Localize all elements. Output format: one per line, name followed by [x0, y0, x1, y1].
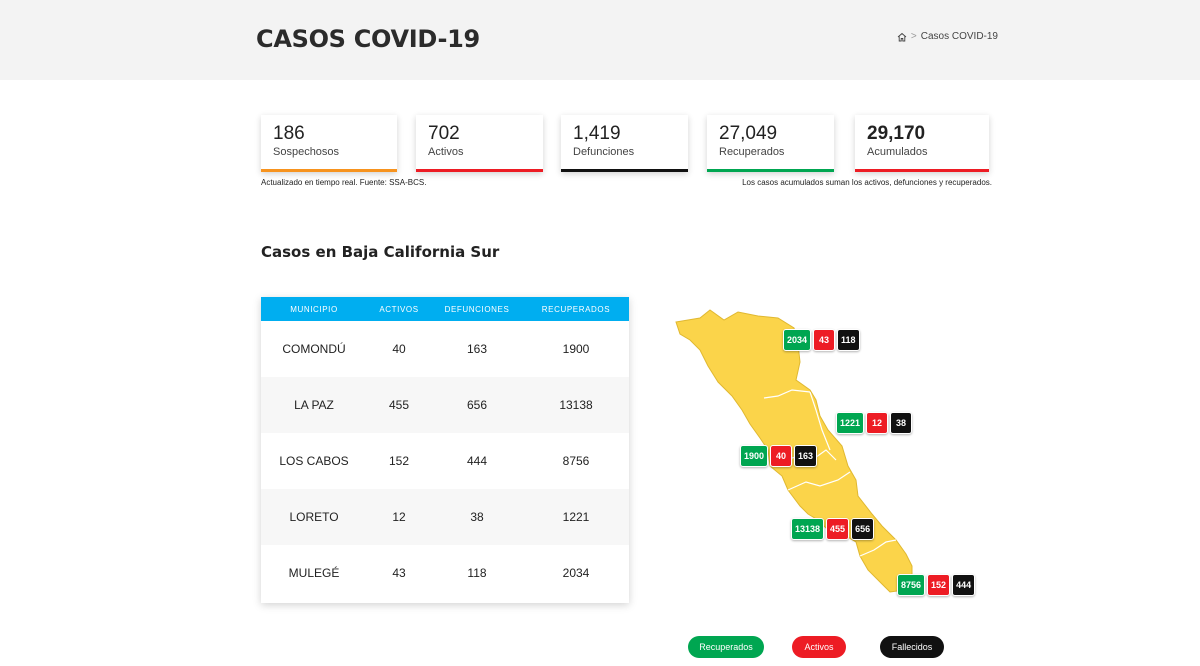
card-bar [707, 169, 834, 172]
card-label: Activos [428, 146, 464, 158]
card-label: Recuperados [719, 146, 785, 158]
badge-fallecidos: 656 [851, 518, 875, 540]
badge-activos: 455 [826, 518, 850, 540]
accumulated-note: Los casos acumulados suman los activos, … [742, 178, 992, 187]
cell-municipio: LOS CABOS [279, 454, 349, 468]
page-header: CASOS COVID-19 > Casos COVID-19 [0, 0, 1200, 80]
legend-activos: Activos [792, 636, 846, 658]
card-defunciones: 1,419 Defunciones [561, 115, 688, 172]
summary-cards: 186 Sospechosos 702 Activos 1,419 Defunc… [261, 115, 989, 172]
cell-defunciones: 444 [466, 454, 488, 468]
badge-recuperados: 8756 [897, 574, 926, 596]
card-sospechosos: 186 Sospechosos [261, 115, 397, 172]
column-header-activos: ACTIVOS [367, 297, 431, 321]
card-bar [416, 169, 543, 172]
breadcrumb-separator: > [910, 31, 917, 42]
card-value: 186 [273, 123, 305, 144]
card-recuperados: 27,049 Recuperados [707, 115, 834, 172]
card-value: 702 [428, 123, 460, 144]
page-title: CASOS COVID-19 [256, 25, 480, 53]
cell-municipio: MULEGÉ [288, 566, 340, 580]
cell-defunciones: 163 [466, 342, 488, 356]
cell-activos: 43 [392, 566, 406, 580]
badge-activos: 152 [927, 574, 951, 596]
card-label: Sospechosos [273, 146, 340, 158]
cell-activos: 455 [367, 377, 431, 433]
card-label: Defunciones [573, 146, 635, 158]
card-bar [561, 169, 688, 172]
badge-recuperados: 1221 [836, 412, 865, 434]
source-note: Actualizado en tiempo real. Fuente: SSA-… [261, 178, 427, 187]
table-row: COMONDÚ 40 163 1900 [261, 321, 629, 377]
cell-recuperados: 13138 [523, 377, 629, 433]
card-value: 1,419 [573, 123, 621, 144]
breadcrumb: > Casos COVID-19 [897, 31, 998, 42]
bcs-map: 2034 43 118 1221 12 38 1900 40 163 13138… [660, 300, 990, 610]
column-header-municipio: MUNICIPIO [261, 297, 367, 321]
cell-recuperados: 1221 [523, 489, 629, 545]
card-bar [855, 169, 989, 172]
cell-defunciones: 118 [467, 566, 487, 580]
badge-group-mulege: 2034 43 118 [783, 329, 860, 351]
table-row: LA PAZ 455 656 13138 [261, 377, 629, 433]
cell-recuperados: 8756 [562, 454, 590, 468]
badge-recuperados: 2034 [783, 329, 812, 351]
table-header-row: MUNICIPIO ACTIVOS DEFUNCIONES RECUPERADO… [261, 297, 629, 321]
badge-fallecidos: 118 [837, 329, 860, 351]
badge-recuperados: 13138 [791, 518, 825, 540]
badge-group-comondu: 1900 40 163 [740, 445, 818, 467]
cell-municipio: LA PAZ [261, 377, 367, 433]
badge-recuperados: 1900 [740, 445, 769, 467]
badge-activos: 40 [770, 445, 793, 467]
home-icon[interactable] [897, 32, 907, 42]
column-header-defunciones: DEFUNCIONES [431, 297, 523, 321]
table-row: LOS CABOS 152 444 8756 [261, 433, 629, 489]
badge-fallecidos: 444 [952, 574, 976, 596]
card-bar [261, 169, 397, 172]
map-legend: Recuperados Activos Fallecidos [688, 636, 948, 658]
card-value: 29,170 [867, 123, 926, 144]
table-row: LORETO 12 38 1221 [261, 489, 629, 545]
cell-defunciones: 656 [431, 377, 523, 433]
cell-recuperados: 2034 [562, 566, 590, 580]
municipio-table: MUNICIPIO ACTIVOS DEFUNCIONES RECUPERADO… [261, 297, 629, 603]
card-label: Acumulados [867, 146, 928, 158]
badge-group-los-cabos: 8756 152 444 [897, 574, 976, 596]
badge-group-loreto: 1221 12 38 [836, 412, 913, 434]
table-row: MULEGÉ 43 118 2034 [261, 545, 629, 601]
card-value: 27,049 [719, 123, 778, 144]
badge-activos: 12 [866, 412, 889, 434]
badge-fallecidos: 163 [794, 445, 818, 467]
cell-activos: 12 [367, 489, 431, 545]
cell-activos: 152 [388, 454, 410, 468]
cell-recuperados: 1900 [562, 342, 590, 356]
badge-fallecidos: 38 [890, 412, 913, 434]
card-activos: 702 Activos [416, 115, 543, 172]
column-header-recuperados: RECUPERADOS [523, 297, 629, 321]
cell-municipio: LORETO [261, 489, 367, 545]
breadcrumb-current: Casos COVID-19 [920, 31, 998, 42]
badge-activos: 43 [813, 329, 836, 351]
cell-municipio: COMONDÚ [282, 342, 346, 356]
card-acumulados: 29,170 Acumulados [855, 115, 989, 172]
legend-recuperados: Recuperados [688, 636, 764, 658]
badge-group-la-paz: 13138 455 656 [791, 518, 875, 540]
cell-defunciones: 38 [431, 489, 523, 545]
cell-activos: 40 [392, 342, 406, 356]
section-title: Casos en Baja California Sur [261, 243, 500, 261]
legend-fallecidos: Fallecidos [880, 636, 944, 658]
